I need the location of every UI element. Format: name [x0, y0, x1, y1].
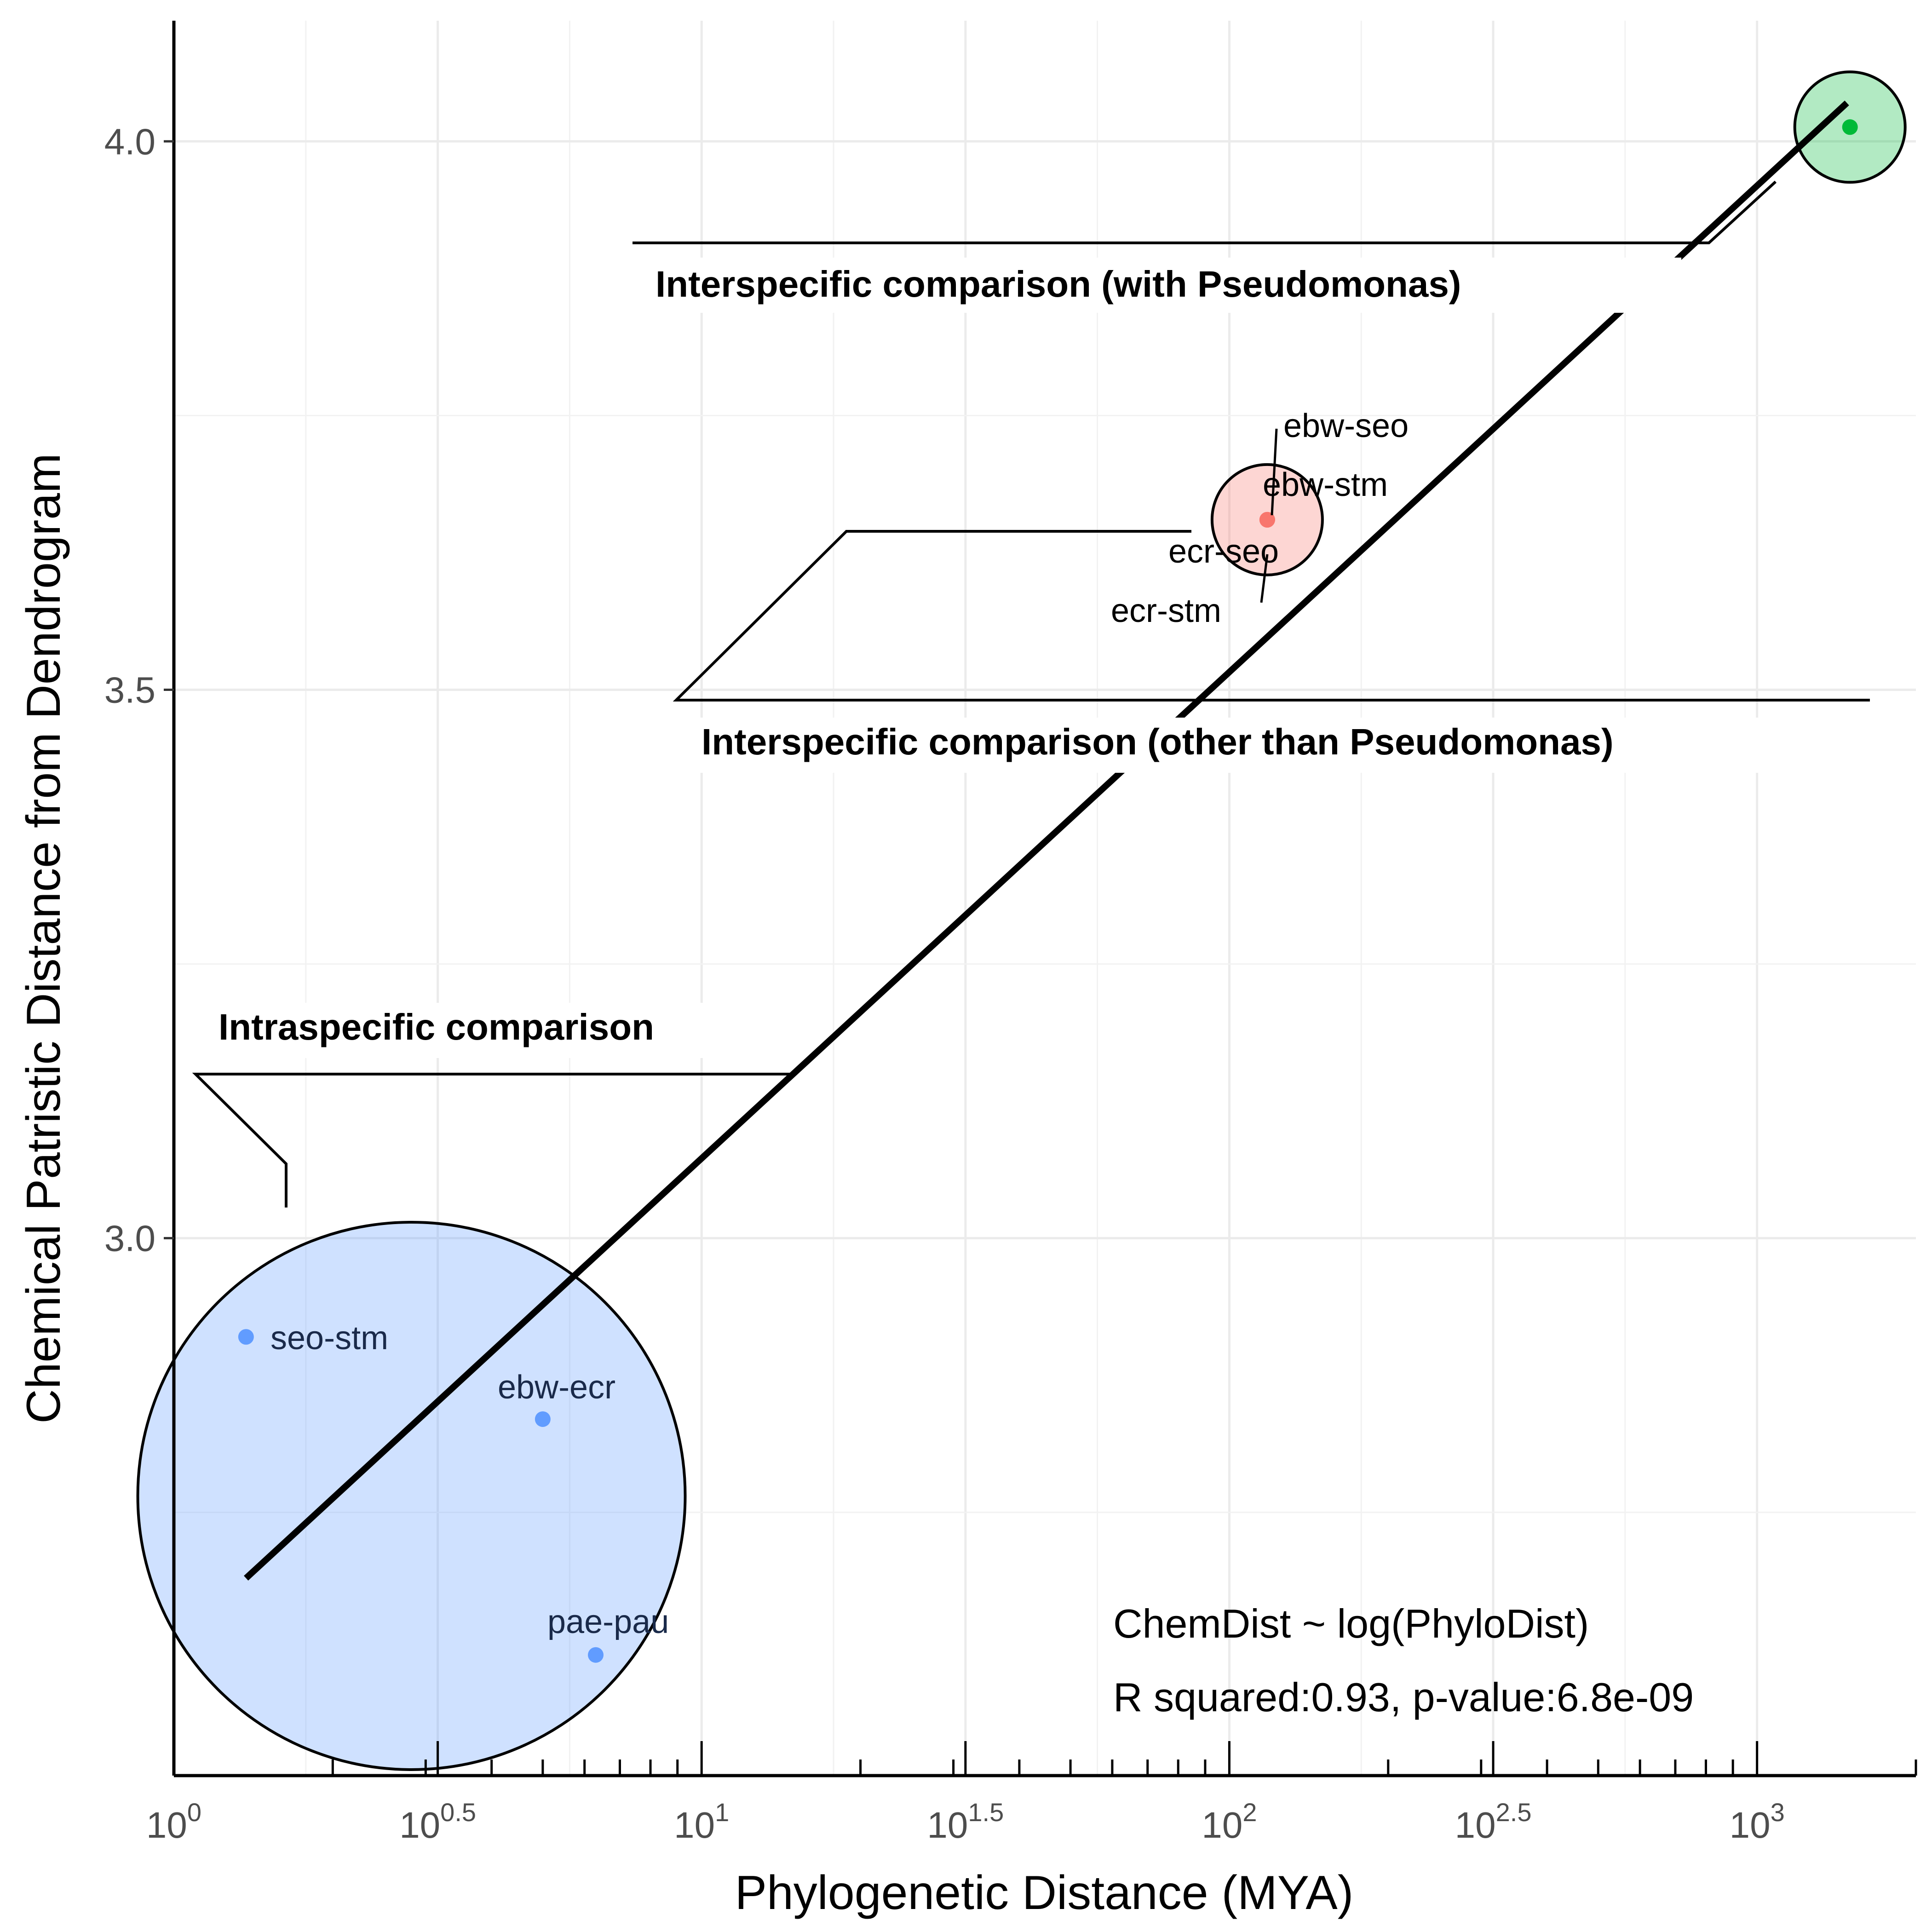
data-point [535, 1411, 551, 1427]
x-tick-exponent: 1.5 [968, 1798, 1004, 1827]
data-point [588, 1647, 604, 1663]
fit-line [244, 100, 1849, 1581]
data-points [238, 119, 1858, 1663]
group-circle [136, 1220, 687, 1771]
point-label: ebw-ecr [498, 1369, 615, 1406]
x-tick-exponent: 3 [1771, 1798, 1785, 1827]
point-label: seo-stm [270, 1320, 388, 1357]
point-label: pae-pau [547, 1604, 669, 1640]
x-tick-exponent: 0 [187, 1798, 201, 1827]
x-tick-exponent: 2 [1242, 1798, 1257, 1827]
group-label-leader [632, 180, 1777, 244]
x-tick-label: 100.5 [399, 1798, 476, 1846]
data-point [1259, 512, 1275, 528]
x-tick-base: 10 [146, 1805, 187, 1846]
x-tick-base: 10 [674, 1805, 715, 1846]
model-statistics: R squared:0.93, p-value:6.8e-09 [1113, 1674, 1694, 1720]
x-tick-exponent: 0.5 [440, 1798, 476, 1827]
group-label-background [692, 718, 1870, 773]
x-tick-label: 102.5 [1455, 1798, 1532, 1846]
point-label: ebw-seo [1283, 408, 1409, 444]
x-axis-title: Phylogenetic Distance (MYA) [735, 1866, 1354, 1920]
x-tick-base: 10 [399, 1805, 440, 1846]
group-label-background [209, 1003, 775, 1058]
y-tick-label: 3.0 [104, 1218, 155, 1259]
x-tick-label: 101 [674, 1798, 729, 1846]
group-labels: Intraspecific comparison Interspecific co… [192, 180, 1870, 1208]
point-label: ebw-stm [1263, 466, 1388, 503]
group-circles [136, 70, 1907, 1771]
point-label-leader [1271, 428, 1278, 516]
point-label-leader [1260, 554, 1269, 603]
group-label: Interspecific comparison (other than Pse… [702, 721, 1614, 762]
x-tick-exponent: 1 [715, 1798, 729, 1827]
x-tick-base: 10 [1455, 1805, 1496, 1846]
x-tick-label: 103 [1730, 1798, 1785, 1846]
data-point [1842, 119, 1858, 135]
x-tick-label: 100 [146, 1798, 201, 1846]
point-label: ecr-seo [1168, 533, 1279, 570]
data-point [238, 1329, 254, 1345]
group-label-leader [673, 530, 1870, 702]
group-label: Interspecific comparison (with Pseudomon… [656, 264, 1461, 305]
group-label-leader [192, 1073, 791, 1208]
group-label-background [646, 258, 1681, 313]
x-tick-base: 10 [1202, 1805, 1242, 1846]
group-label: Intraspecific comparison [218, 1006, 654, 1047]
point-label: ecr-stm [1111, 592, 1221, 629]
y-tick-label: 3.5 [104, 669, 155, 710]
stats-annotation: ChemDist ~ log(PhyloDist) R squared:0.93… [1113, 1601, 1694, 1720]
regression-line [244, 100, 1849, 1581]
x-tick-label: 101.5 [927, 1798, 1004, 1846]
point-labels: seo-stm ebw-ecr pae-pau ebw-seo ebw-stm ecr-s… [270, 408, 1409, 1640]
grid [172, 21, 1916, 1776]
x-tick-exponent: 2.5 [1496, 1798, 1532, 1827]
x-tick-base: 10 [927, 1805, 968, 1846]
x-tick-base: 10 [1730, 1805, 1771, 1846]
y-tick-label: 4.0 [104, 121, 155, 162]
y-axis-title: Chemical Patristic Distance from Dendrog… [17, 453, 70, 1424]
model-formula: ChemDist ~ log(PhyloDist) [1113, 1601, 1589, 1646]
x-tick-label: 102 [1202, 1798, 1257, 1846]
